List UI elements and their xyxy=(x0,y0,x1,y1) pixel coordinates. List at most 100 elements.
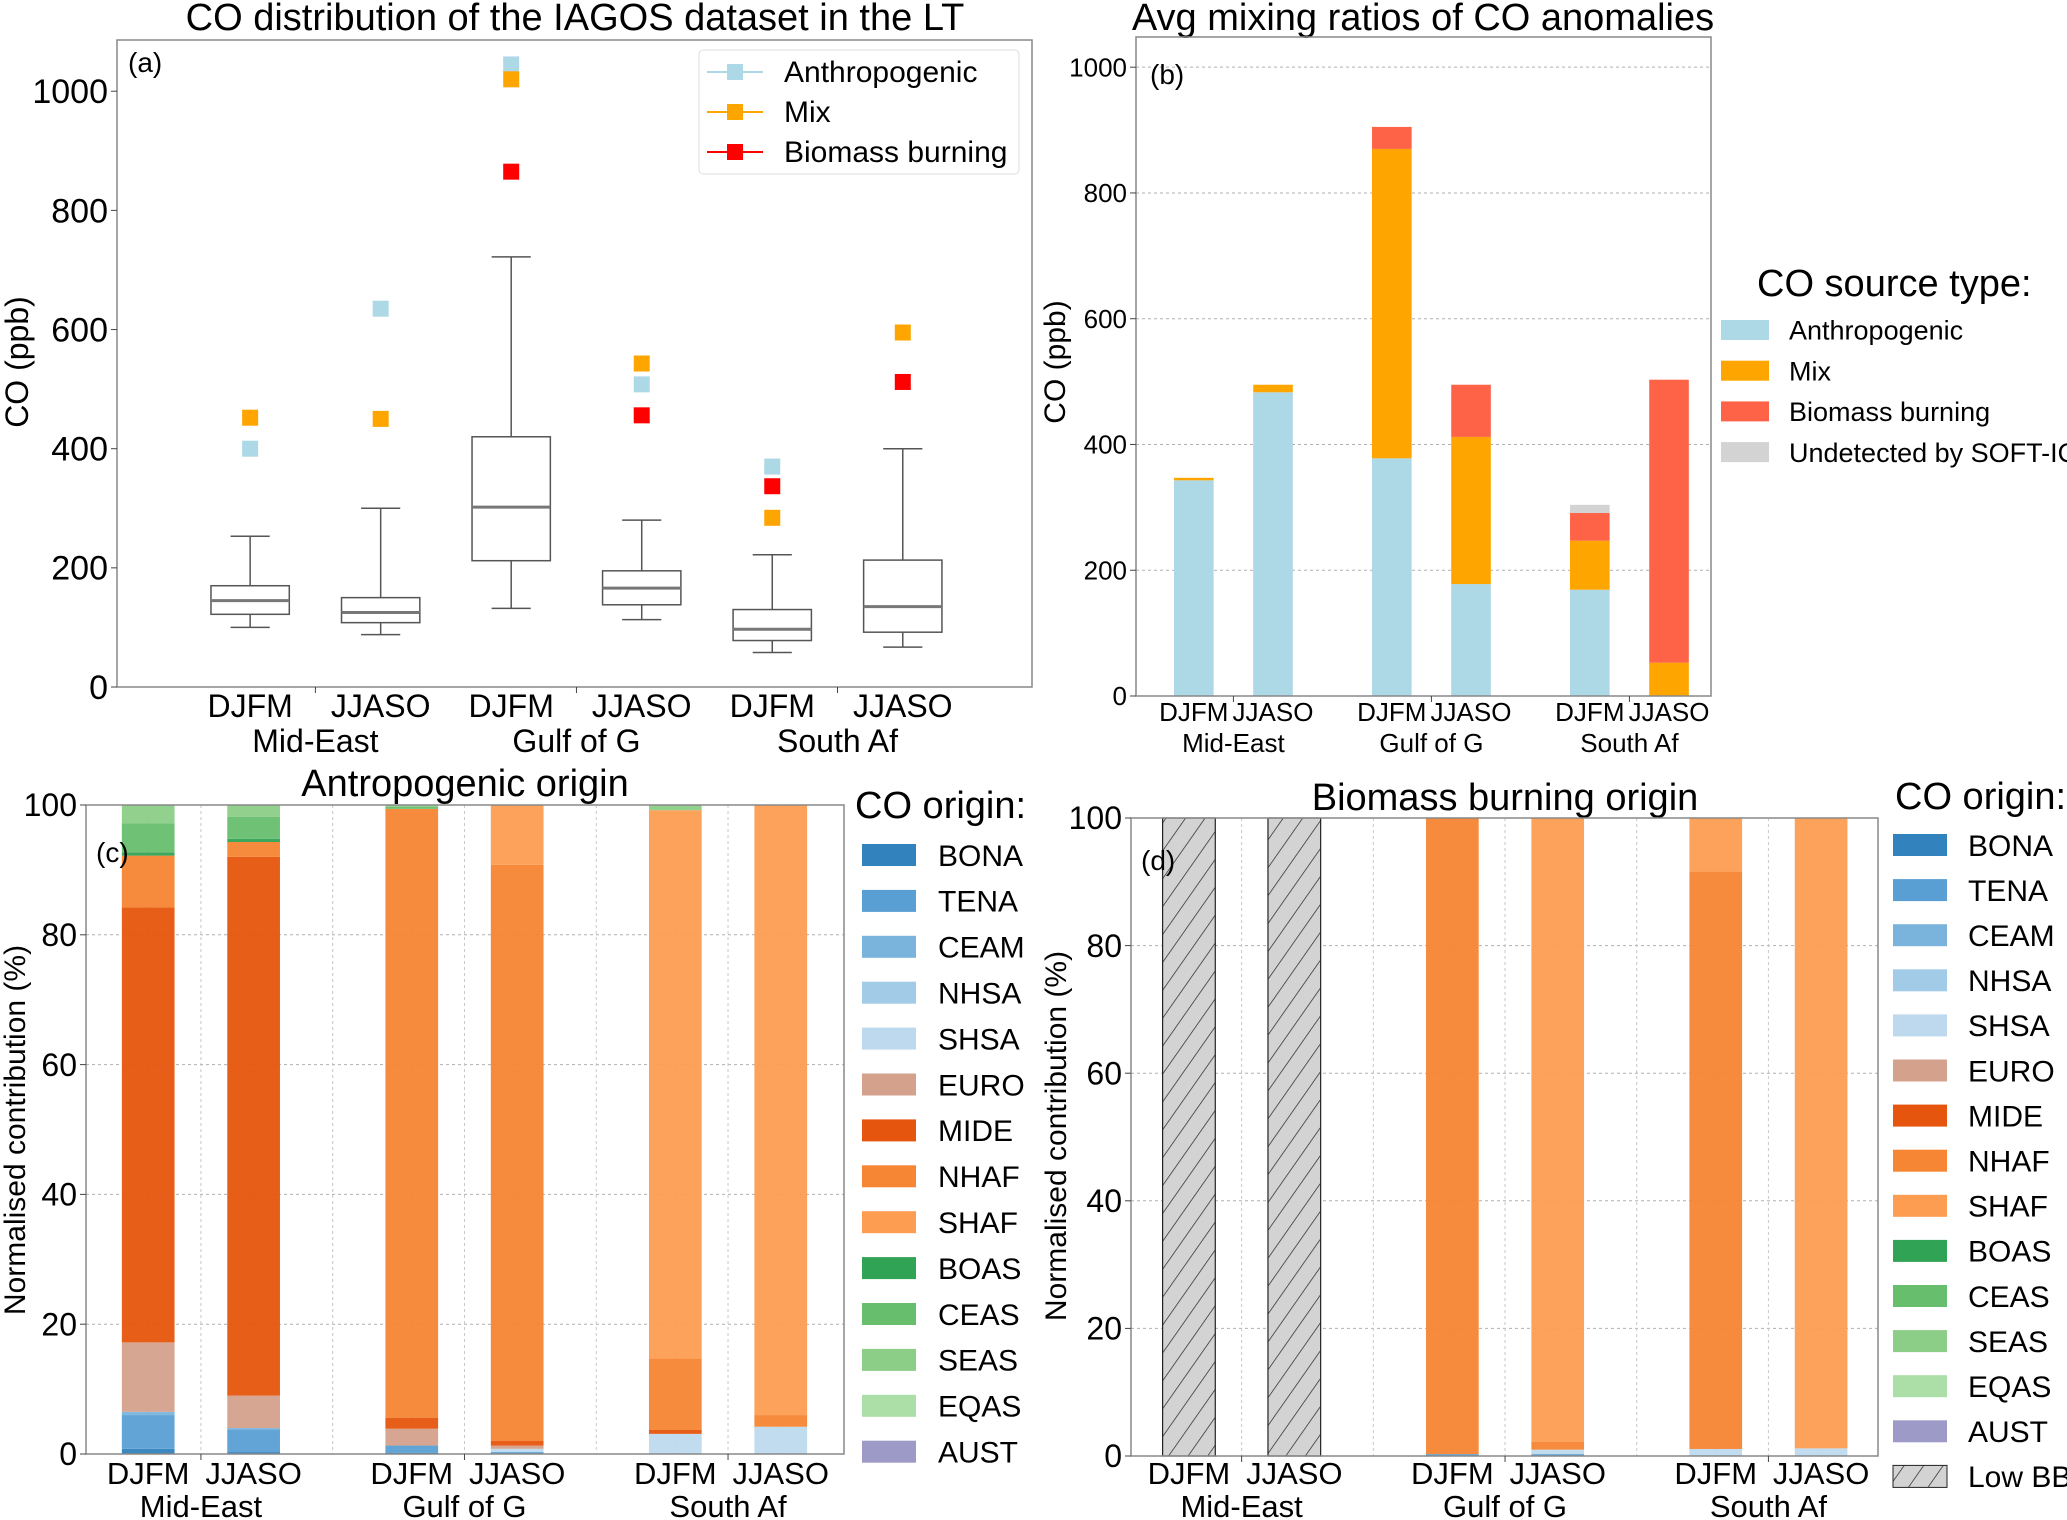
x-tick-label: DJFM xyxy=(634,1456,717,1491)
y-tick-label: 200 xyxy=(51,550,108,588)
bar-segment-bona xyxy=(121,1448,175,1454)
legend-label: CEAM xyxy=(938,932,1025,965)
bar-segment-low-bb xyxy=(1162,817,1216,1457)
y-tick-label: 60 xyxy=(1086,1055,1122,1091)
bar-segment-shaf xyxy=(754,805,808,1416)
y-tick-label: 600 xyxy=(51,311,108,349)
legend-patch xyxy=(862,1119,916,1142)
x-group-label: Mid-East xyxy=(140,1489,263,1520)
legend-label: EURO xyxy=(938,1069,1025,1102)
x-group-label: Gulf of G xyxy=(1379,728,1483,758)
marker-anthropogenic xyxy=(764,458,781,475)
legend-patch xyxy=(1893,1194,1947,1217)
y-tick-label: 60 xyxy=(41,1047,77,1083)
x-tick-label: JJASO xyxy=(1246,1456,1342,1491)
marker-anthropogenic xyxy=(503,56,520,73)
bar-segment-nhaf xyxy=(227,841,280,857)
y-tick-label: 80 xyxy=(1086,928,1122,964)
x-tick-label: JJASO xyxy=(1629,697,1710,727)
marker-anthropogenic xyxy=(372,300,389,317)
axes-frame xyxy=(1135,36,1712,697)
bar-segment-nhaf xyxy=(754,1415,808,1427)
legend-label: AUST xyxy=(1968,1416,2048,1449)
bar-segment-tena xyxy=(490,1452,544,1454)
bar-segment-boas xyxy=(121,852,175,856)
bar-segment-nhaf xyxy=(648,1358,702,1430)
x-tick-label: DJFM xyxy=(730,688,815,724)
y-tick-label: 600 xyxy=(1084,304,1127,334)
y-tick-label: 40 xyxy=(1086,1183,1122,1219)
axes-frame xyxy=(116,39,1033,688)
bar-segment-mix xyxy=(1649,662,1689,696)
legend-patch xyxy=(1721,360,1769,381)
legend-label: Biomass burning xyxy=(784,136,1007,169)
legend-patch xyxy=(862,1073,916,1096)
x-tick-label: JJASO xyxy=(331,688,431,724)
panel-label: (a) xyxy=(128,47,162,78)
legend-patch xyxy=(1893,1375,1947,1398)
x-tick-label: DJFM xyxy=(1357,697,1426,727)
bar-segment-shsa xyxy=(1794,1448,1848,1456)
panel-c-ylabel: Normalised contribution (%) xyxy=(0,945,32,1315)
legend-label: SEAS xyxy=(1968,1326,2048,1359)
panel-c-stacked-bar: Antropogenic origin Normalised contribut… xyxy=(0,763,1026,1520)
legend-label: Anthropogenic xyxy=(784,56,977,89)
x-tick-label: DJFM xyxy=(1411,1456,1494,1491)
bar-segment-mide xyxy=(648,1429,702,1434)
bar-segment-seas xyxy=(648,805,702,811)
y-tick-label: 0 xyxy=(1104,1438,1122,1474)
x-tick-label: JJASO xyxy=(205,1456,301,1491)
legend-patch xyxy=(1893,1059,1947,1082)
legend-label: NHSA xyxy=(938,978,1021,1011)
x-tick-label: DJFM xyxy=(370,1456,453,1491)
bar-segment-shaf xyxy=(490,805,544,865)
legend-label: Anthropogenic xyxy=(1789,316,1963,346)
y-tick-label: 1000 xyxy=(1069,52,1127,82)
x-tick-label: DJFM xyxy=(1674,1456,1757,1491)
panel-b-legend-title: CO source type: xyxy=(1757,263,2032,305)
x-tick-label: JJASO xyxy=(469,1456,565,1491)
x-group-label: Gulf of G xyxy=(1443,1489,1567,1520)
bar-segment-shsa xyxy=(1689,1448,1743,1456)
bar-segment-nhaf xyxy=(1689,871,1743,1449)
x-tick-label: DJFM xyxy=(1159,697,1228,727)
legend-label: NHAF xyxy=(938,1161,1020,1194)
legend-label: CEAS xyxy=(938,1299,1020,1332)
bar-segment-nhaf xyxy=(1426,818,1479,1455)
legend-label: SHSA xyxy=(938,1023,1020,1056)
bar-segment-seas xyxy=(121,805,175,824)
bar-segment-tena xyxy=(121,1415,175,1449)
bar-segment-mix xyxy=(1570,540,1610,590)
bar-segment-nhaf xyxy=(121,855,175,908)
legend-patch xyxy=(862,1257,916,1280)
legend-label: BONA xyxy=(1968,830,2053,863)
x-tick-label: JJASO xyxy=(1509,1456,1605,1491)
x-group-label: South Af xyxy=(1710,1489,1828,1520)
marker-anthropogenic xyxy=(633,376,650,393)
bar-segment-mide xyxy=(227,856,280,1396)
marker-mix xyxy=(503,71,520,88)
legend-patch xyxy=(862,1303,916,1325)
legend-label: MIDE xyxy=(1968,1100,2043,1133)
bar-segment-anthropogenic xyxy=(1451,584,1491,696)
legend-label: SHAF xyxy=(938,1207,1018,1240)
bar-segment-ceas xyxy=(121,823,175,853)
bar-segment-shaf xyxy=(1689,818,1743,872)
legend-patch xyxy=(1721,401,1769,422)
x-group-label: Gulf of G xyxy=(512,723,640,759)
bar-segment-euro xyxy=(121,1342,175,1412)
bar-segment-anthropogenic xyxy=(1174,480,1214,696)
legend-label: TENA xyxy=(938,886,1018,919)
bar-segment-nhaf xyxy=(385,808,439,1418)
bar-segment-euro xyxy=(227,1395,280,1429)
legend-patch xyxy=(862,981,916,1004)
legend-label: Mix xyxy=(1789,356,1831,386)
legend-patch xyxy=(1721,442,1769,463)
x-tick-label: JJASO xyxy=(592,688,692,724)
legend-label: Biomass burning xyxy=(1789,397,1990,427)
y-tick-label: 400 xyxy=(1084,430,1127,460)
bar-segment-anthropogenic xyxy=(1372,458,1412,696)
legend-patch xyxy=(862,1211,916,1234)
bar-segment-biomass-burning xyxy=(1649,379,1689,663)
